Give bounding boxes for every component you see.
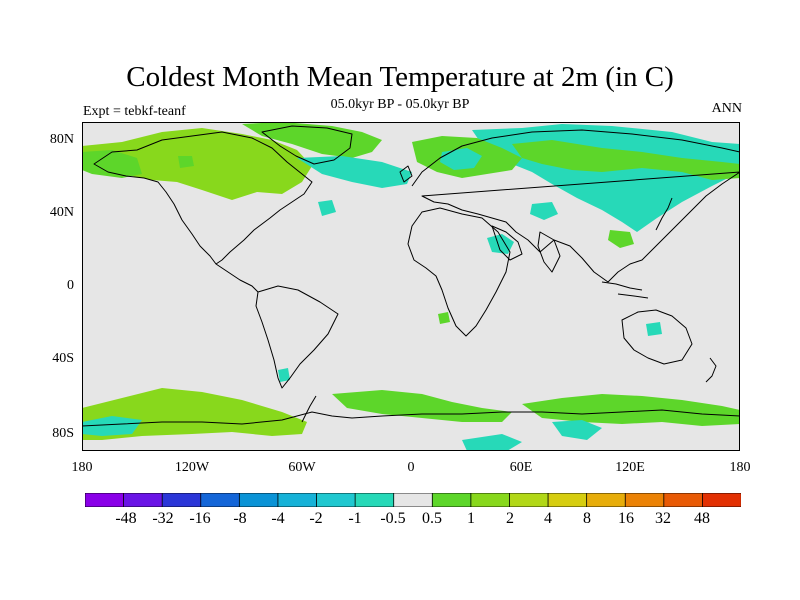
- greenland-coast: [261, 125, 353, 165]
- colorbar-label: 16: [618, 510, 634, 527]
- colorbar-label: -48: [115, 510, 137, 527]
- atlantic-cold-patch: [318, 200, 336, 216]
- colorbar-label: 1: [467, 510, 475, 527]
- colorbar-swatch: [161, 493, 202, 507]
- arctic-cold-field: [297, 156, 412, 188]
- pacific-warm-patch: [178, 156, 194, 168]
- south-america-coast: [255, 285, 339, 389]
- central-america-coast: [215, 263, 259, 293]
- map-border: [82, 122, 740, 451]
- colorbar-swatch: [393, 493, 433, 507]
- colorbar-swatch: [624, 493, 665, 507]
- japan-coast: [655, 197, 673, 231]
- mideast-cold-field: [487, 234, 514, 254]
- colorbar-swatch: [354, 493, 395, 507]
- colorbar-label: 32: [655, 510, 671, 527]
- indonesia-coast: [601, 281, 649, 299]
- colorbar-swatch: [470, 493, 511, 507]
- southern-ocean-cold-field-east: [552, 420, 602, 440]
- colorbar-label: 48: [694, 510, 710, 527]
- north-america-coast: [93, 131, 313, 265]
- lon-label-180w: 180: [71, 460, 93, 475]
- coastlines: [82, 125, 740, 427]
- antarctic-cold-field: [462, 434, 522, 451]
- lat-label-40s: 40S: [52, 351, 74, 366]
- map-title: Coldest Month Mean Temperature at 2m (in…: [126, 61, 674, 93]
- europe-asia-coast: [411, 129, 740, 283]
- arabia-coast: [491, 225, 523, 261]
- colorbar-swatch: [200, 493, 241, 507]
- lon-label-60e: 60E: [509, 460, 533, 475]
- india-coast: [537, 231, 561, 273]
- colorbar-swatch: [702, 493, 741, 507]
- scandinavia-cold-field: [440, 148, 482, 170]
- southern-anomaly-fields: [82, 312, 740, 451]
- lon-label-120w: 120W: [174, 460, 210, 475]
- antarctic-peninsula-coast: [301, 395, 317, 423]
- greenland-warm-field: [242, 122, 382, 158]
- colorbar: [85, 493, 741, 507]
- asia-warm-field: [512, 140, 740, 180]
- alaska-warm-field: [82, 150, 142, 178]
- lon-label-180e: 180: [729, 460, 751, 475]
- new-zealand-coast: [705, 357, 717, 383]
- southern-ocean-warm-field-west: [82, 388, 307, 440]
- colorbar-label: -32: [152, 510, 174, 527]
- southern-ocean-cold-field-west: [82, 416, 142, 436]
- colorbar-swatch: [123, 493, 163, 507]
- map-subtitle: 05.0kyr BP - 05.0kyr BP: [330, 97, 470, 112]
- colorbar-label: 4: [544, 510, 552, 527]
- colorbar-swatch: [277, 493, 318, 507]
- colorbar-label: -0.5: [380, 510, 406, 527]
- map-panel: [82, 122, 740, 451]
- antarctica-coast: [82, 409, 740, 427]
- colorbar-label: -1: [348, 510, 362, 527]
- colorbar-label: 2: [506, 510, 514, 527]
- colorbar-svg: [85, 493, 741, 507]
- australia-coast: [621, 309, 693, 365]
- world-map: [82, 122, 740, 451]
- colorbar-label: -16: [189, 510, 211, 527]
- colorbar-label: 8: [583, 510, 591, 527]
- northern-anomaly-fields: [82, 122, 740, 254]
- colorbar-swatch: [663, 493, 704, 507]
- colorbar-label: -4: [271, 510, 285, 527]
- season-label: ANN: [711, 101, 742, 116]
- colorbar-label: -8: [233, 510, 247, 527]
- colorbar-swatch: [509, 493, 549, 507]
- lat-label-0: 0: [67, 278, 74, 293]
- colorbar-swatch: [238, 493, 279, 507]
- colorbar-swatch: [547, 493, 588, 507]
- china-warm-field: [608, 230, 634, 248]
- lat-label-40n: 40N: [49, 205, 74, 220]
- lon-label-0: 0: [407, 460, 415, 475]
- himalaya-cold-field: [530, 202, 558, 220]
- lon-label-120e: 120E: [615, 460, 645, 475]
- lat-label-80s: 80S: [52, 426, 74, 441]
- colorbar-swatch: [316, 493, 356, 507]
- africa-coast: [407, 207, 511, 337]
- patagonia-cold-field: [278, 368, 290, 382]
- colorbar-swatch: [85, 493, 125, 507]
- lon-label-60w: 60W: [288, 460, 316, 475]
- africa-warm-patch: [438, 312, 450, 324]
- australia-cold-field: [646, 322, 662, 336]
- experiment-label: Expt = tebkf-teanf: [83, 104, 186, 119]
- colorbar-swatch: [431, 493, 472, 507]
- north-america-warm-field: [82, 128, 312, 200]
- british-isles-coast: [399, 165, 413, 183]
- lat-label-80n: 80N: [49, 132, 74, 147]
- colorbar-label: -2: [309, 510, 323, 527]
- southern-ocean-warm-field-east: [522, 394, 740, 426]
- colorbar-label: 0.5: [422, 510, 442, 527]
- colorbar-swatch: [586, 493, 626, 507]
